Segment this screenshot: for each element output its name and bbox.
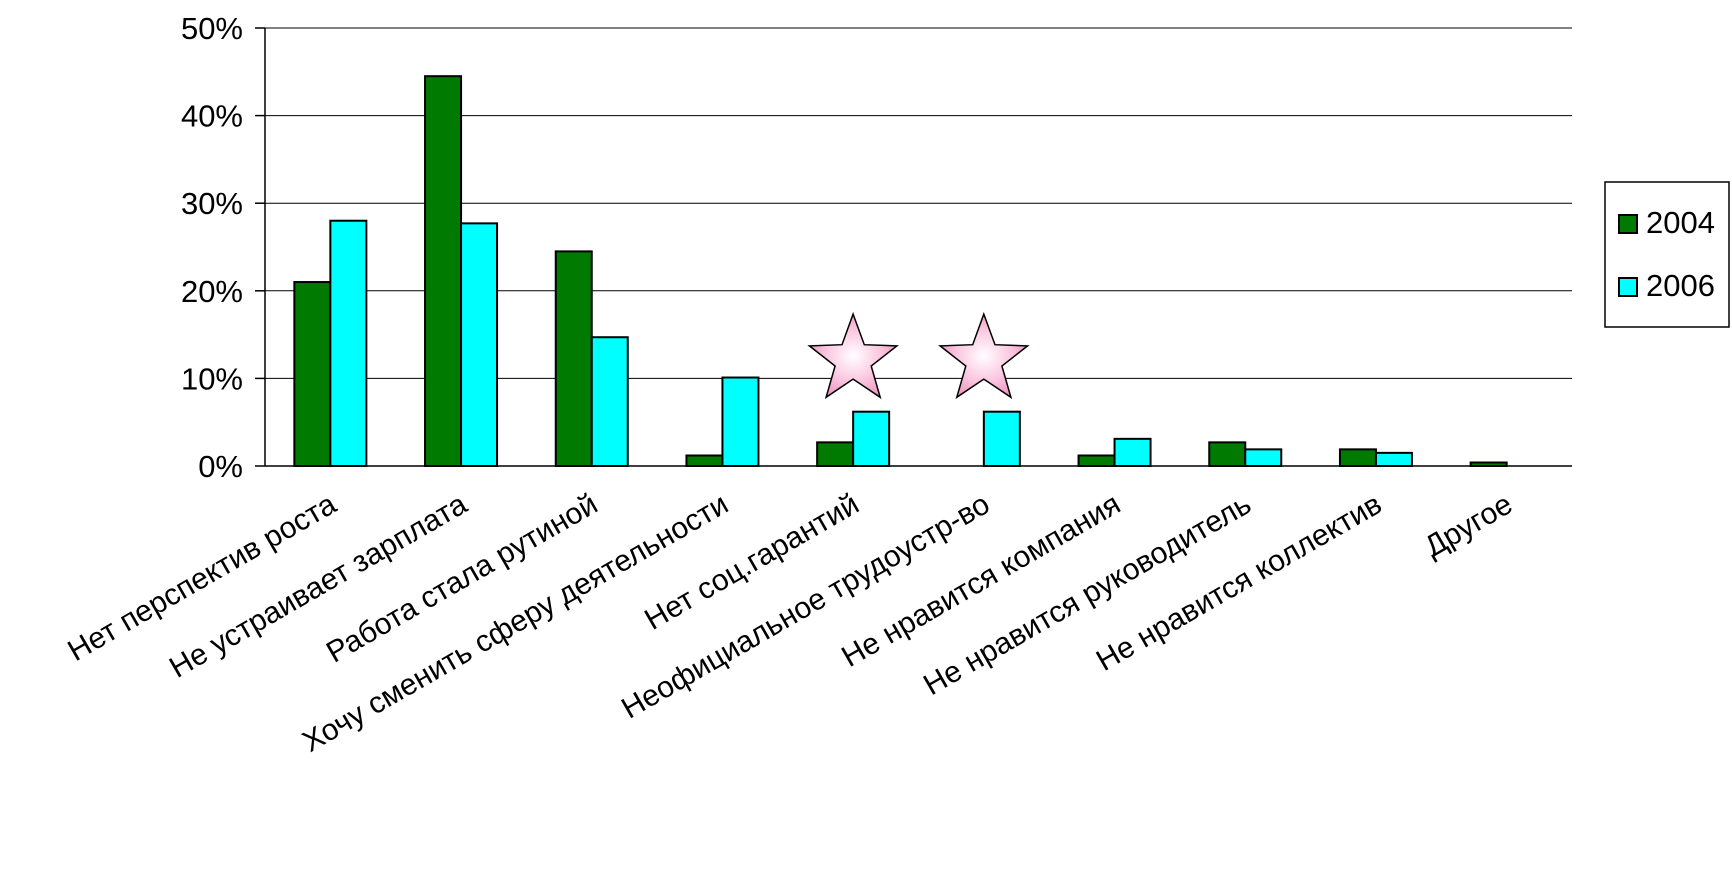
x-category-label: Нет соц.гарантий xyxy=(639,487,864,636)
legend-label: 2006 xyxy=(1646,268,1715,303)
y-tick-label: 10% xyxy=(181,361,243,396)
y-tick-label: 0% xyxy=(198,449,243,484)
x-category-label: Другое xyxy=(1419,487,1518,563)
bar-2004 xyxy=(556,251,592,466)
bar-2006 xyxy=(592,337,628,466)
bar-2006 xyxy=(722,378,758,466)
bar-2004 xyxy=(1079,455,1115,466)
bar-2006 xyxy=(984,412,1020,466)
legend-label: 2004 xyxy=(1646,205,1715,240)
legend-swatch xyxy=(1619,278,1637,296)
bar-2004 xyxy=(686,455,722,466)
bar-2004 xyxy=(294,282,330,466)
bar-2004 xyxy=(1340,449,1376,466)
bars xyxy=(294,76,1506,466)
y-axis: 0% 10% 20% 30% 40% 50% xyxy=(181,11,265,484)
bar-2006 xyxy=(853,412,889,466)
bar-2006 xyxy=(461,223,497,466)
bar-2004 xyxy=(817,442,853,466)
bar-2006 xyxy=(1115,439,1151,466)
legend-swatch xyxy=(1619,215,1637,233)
bar-2006 xyxy=(330,221,366,466)
legend-box xyxy=(1605,182,1729,327)
bar-2004 xyxy=(1209,442,1245,466)
y-tick-label: 30% xyxy=(181,186,243,221)
bar-2006 xyxy=(1245,449,1281,466)
bar-2006 xyxy=(1376,453,1412,466)
legend: 2004 2006 xyxy=(1605,182,1729,327)
y-tick-label: 50% xyxy=(181,11,243,46)
y-tick-label: 40% xyxy=(181,99,243,134)
bar-2004 xyxy=(425,76,461,466)
y-tick-label: 20% xyxy=(181,274,243,309)
annotations xyxy=(809,314,1027,397)
star-icon xyxy=(940,314,1028,397)
star-icon xyxy=(809,314,897,397)
